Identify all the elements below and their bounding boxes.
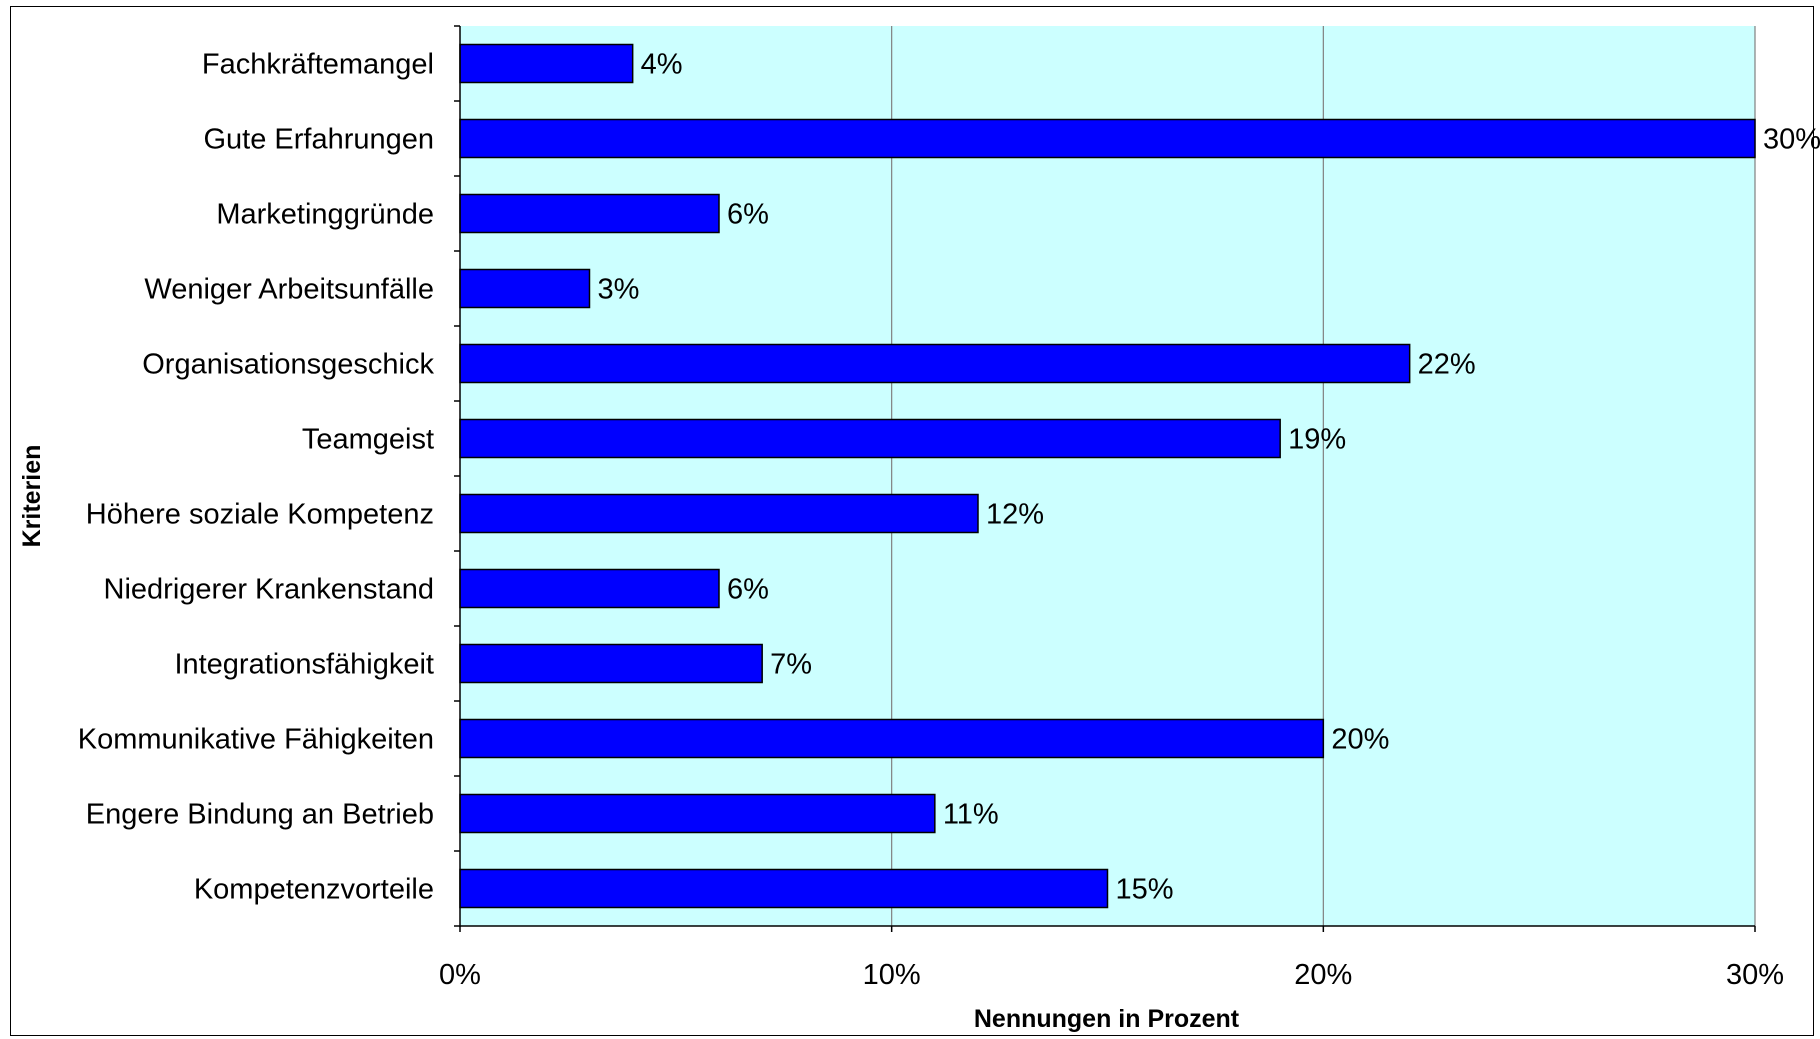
category-label: Niedrigerer Krankenstand — [104, 574, 434, 606]
bar — [459, 718, 1325, 759]
bar — [459, 568, 720, 609]
x-tick-label: 10% — [863, 959, 921, 991]
data-label: 22% — [1418, 349, 1476, 381]
category-label: Kommunikative Fähigkeiten — [78, 724, 434, 756]
data-label: 30% — [1763, 124, 1820, 156]
bar — [459, 493, 979, 534]
bar — [459, 418, 1281, 459]
x-tick-labels: 0% 10% 20% 30% — [439, 959, 1784, 991]
data-label: 15% — [1116, 874, 1174, 906]
bar — [459, 343, 1411, 384]
bar — [459, 193, 720, 234]
x-tick-label: 20% — [1294, 959, 1352, 991]
x-axis-title: Nennungen in Prozent — [974, 1005, 1240, 1033]
axes — [454, 25, 1756, 932]
bar — [459, 868, 1109, 909]
category-label: Höhere soziale Kompetenz — [86, 499, 434, 531]
category-label: Weniger Arbeitsunfälle — [144, 274, 434, 306]
bar — [459, 43, 634, 84]
data-label: 11% — [943, 799, 999, 831]
data-label: 19% — [1288, 424, 1346, 456]
data-label: 7% — [770, 649, 812, 681]
gridlines — [891, 26, 1756, 926]
category-label: Gute Erfahrungen — [203, 124, 434, 156]
x-tick-label: 0% — [439, 959, 481, 991]
category-label: Engere Bindung an Betrieb — [86, 799, 434, 831]
category-label: Teamgeist — [302, 424, 434, 456]
bar — [459, 643, 763, 684]
data-label: 6% — [727, 574, 769, 606]
data-label: 4% — [641, 49, 683, 81]
bar — [459, 118, 1756, 159]
category-label: Fachkräftemangel — [202, 49, 434, 81]
plot-area — [460, 26, 1755, 926]
category-labels: Fachkräftemangel Gute Erfahrungen Marketin… — [78, 49, 435, 906]
x-tick-label: 30% — [1726, 959, 1784, 991]
data-labels: 4% 30% 6% 3% 22% 19% 12% 6% 7% 20% 11% 15% — [598, 49, 1820, 906]
category-label: Kompetenzvorteile — [194, 874, 434, 906]
data-label: 3% — [598, 274, 640, 306]
y-axis-title: Kriterien — [18, 445, 46, 548]
data-label: 6% — [727, 199, 769, 231]
data-label: 12% — [986, 499, 1044, 531]
category-label: Marketinggründe — [216, 199, 434, 231]
bar — [459, 268, 591, 309]
bar — [459, 793, 936, 834]
category-label: Organisationsgeschick — [142, 349, 434, 381]
data-label: 20% — [1331, 724, 1389, 756]
bars — [459, 43, 1756, 909]
category-label: Integrationsfähigkeit — [174, 649, 434, 681]
